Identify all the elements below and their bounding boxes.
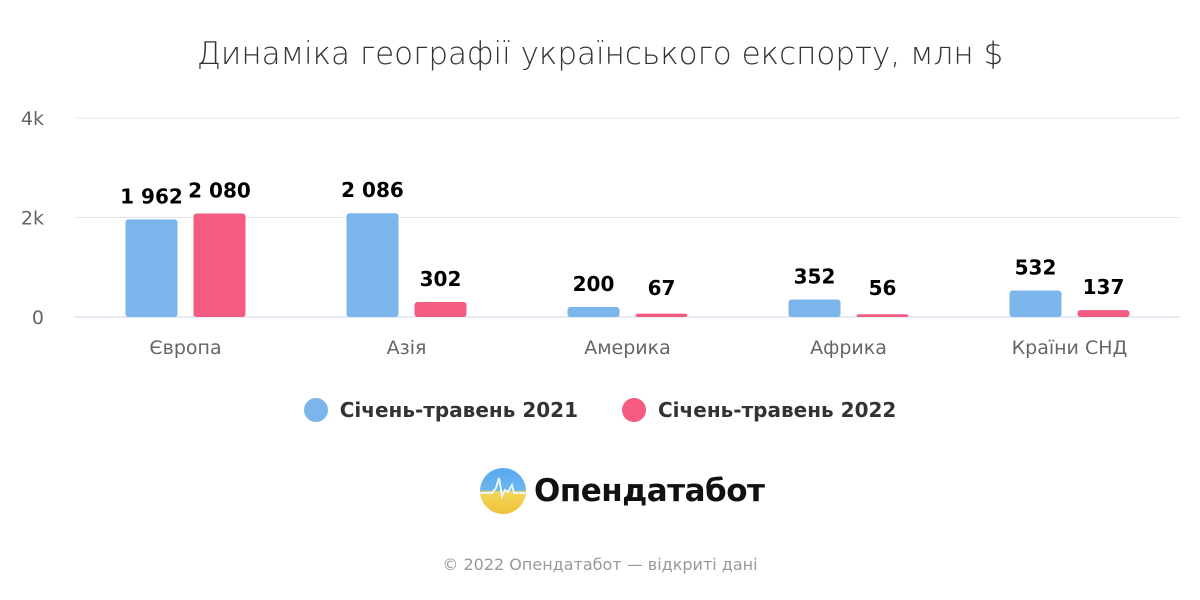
legend-item-2021[interactable]: Січень-травень 2021	[303, 398, 578, 422]
bar-chart: 0 2k 4k Європа 1 962 2 080 Азія 2 086 302 Америка…	[21, 108, 1180, 359]
bar	[1009, 290, 1062, 317]
x-tick-label: Америка	[584, 337, 671, 359]
x-tick-label: Африка	[810, 337, 887, 359]
bar	[125, 219, 178, 317]
bar	[193, 213, 246, 317]
data-label: 302	[420, 267, 462, 291]
legend-marker-2021	[303, 398, 328, 422]
y-tick-label: 0	[32, 307, 44, 329]
legend-label: Січень-травень 2022	[658, 398, 897, 422]
bar	[1077, 310, 1130, 317]
legend-marker-2022	[622, 398, 646, 422]
data-label: 2 086	[341, 178, 404, 202]
x-tick-label: Азія	[387, 337, 427, 359]
x-tick-label: Європа	[149, 337, 221, 359]
data-label: 137	[1083, 275, 1125, 299]
data-label: 56	[869, 276, 897, 300]
data-label: 1 962	[120, 184, 183, 208]
logo-text: Опендатабот	[534, 473, 765, 509]
data-label: 67	[648, 276, 676, 300]
data-label: 532	[1015, 256, 1057, 280]
data-label: 352	[794, 264, 836, 288]
bar	[635, 313, 688, 317]
opendatabot-logo: Опендатабот	[480, 468, 765, 514]
bar	[414, 301, 467, 317]
footer-credit: © 2022 Опендатабот — відкриті дані	[442, 555, 758, 574]
legend: Січень-травень 2021 Січень-травень 2022	[0, 398, 1200, 422]
legend-item-2022[interactable]: Січень-травень 2022	[622, 398, 896, 422]
legend-label: Січень-травень 2021	[339, 398, 578, 422]
y-tick-label: 2k	[21, 208, 44, 230]
bar	[346, 213, 399, 317]
bar	[567, 307, 620, 317]
chart-title: Динаміка географії українського експорту…	[196, 36, 1004, 72]
bar	[788, 299, 841, 317]
bar	[856, 314, 909, 317]
data-label: 200	[573, 272, 615, 296]
logo-icon	[480, 468, 526, 514]
x-tick-label: Країни СНД	[1012, 337, 1128, 359]
y-tick-label: 4k	[21, 108, 44, 130]
data-label: 2 080	[188, 179, 251, 203]
